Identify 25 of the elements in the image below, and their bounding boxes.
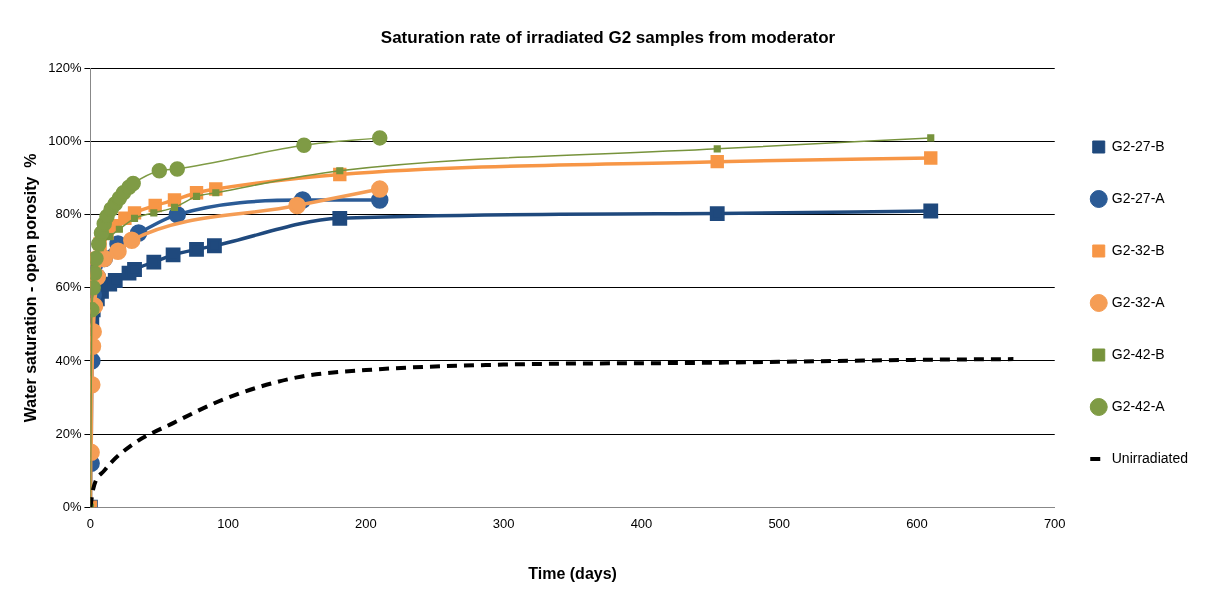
x-tick-label: 500 bbox=[768, 515, 791, 531]
x-tick-label: 0 bbox=[86, 515, 95, 531]
chart-title: Saturation rate of irradiated G2 samples from moderator bbox=[380, 27, 836, 47]
y-tick-label: 100% bbox=[48, 133, 82, 149]
legend-label: Unirradiated bbox=[1111, 449, 1188, 466]
legend-label: G2-27-B bbox=[1111, 137, 1165, 154]
legend-label: G2-42-A bbox=[1111, 397, 1166, 414]
y-axis-title: Water saturation - open porosity % bbox=[22, 153, 40, 423]
y-tick-label: 0% bbox=[62, 498, 82, 514]
x-tick-label: 300 bbox=[492, 515, 515, 531]
legend-label: G2-32-A bbox=[1111, 293, 1166, 310]
y-tick-label: 20% bbox=[55, 425, 82, 441]
x-tick-label: 400 bbox=[630, 515, 653, 531]
legend-label: G2-42-B bbox=[1111, 345, 1165, 362]
x-axis-title: Time (days) bbox=[528, 564, 617, 582]
y-tick-label: 40% bbox=[55, 352, 82, 368]
legend-label: G2-32-B bbox=[1111, 241, 1165, 258]
y-tick-label: 60% bbox=[55, 279, 82, 295]
legend-label: G2-27-A bbox=[1111, 189, 1166, 206]
x-tick-label: 600 bbox=[906, 515, 928, 531]
y-tick-label: 80% bbox=[55, 206, 82, 222]
x-tick-label: 700 bbox=[1043, 515, 1066, 531]
x-tick-label: 100 bbox=[217, 515, 240, 531]
x-tick-label: 200 bbox=[355, 515, 377, 531]
y-tick-label: 120% bbox=[48, 59, 82, 75]
